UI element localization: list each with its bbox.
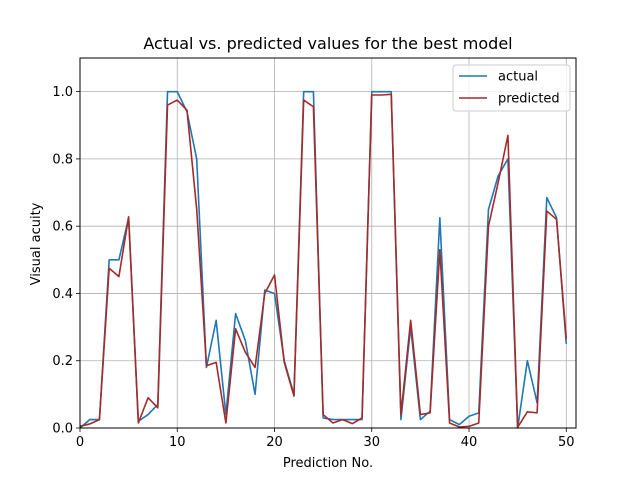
legend-label-predicted: predicted [498,92,560,107]
x-axis-label: Prediction No. [283,456,373,471]
series-line-predicted [79,93,568,429]
ticks: 0 10 20 30 40 50 0.0 0.2 0.4 0.6 0.8 1.0 [52,85,574,450]
y-tick-label: 0.0 [52,422,73,437]
x-tick-label: 40 [461,435,478,450]
grid [79,58,576,429]
chart-title: Actual vs. predicted values for the best… [143,34,512,53]
y-tick-label: 0.6 [52,220,73,235]
series-layer [79,90,568,429]
legend: actual predicted [452,64,571,112]
plot-frame [79,57,577,429]
x-tick-label: 20 [266,435,283,450]
x-tick-label: 10 [169,435,186,450]
y-tick-label: 0.8 [52,152,73,167]
y-tick-label: 0.4 [52,287,73,302]
y-tick-label: 0.2 [52,354,73,369]
x-tick-label: 30 [363,435,380,450]
x-tick-label: 50 [558,435,575,450]
legend-label-actual: actual [498,70,538,85]
y-tick-label: 1.0 [52,85,73,100]
x-tick-label: 0 [76,435,84,450]
y-axis-label: Visual acuity [29,202,44,285]
